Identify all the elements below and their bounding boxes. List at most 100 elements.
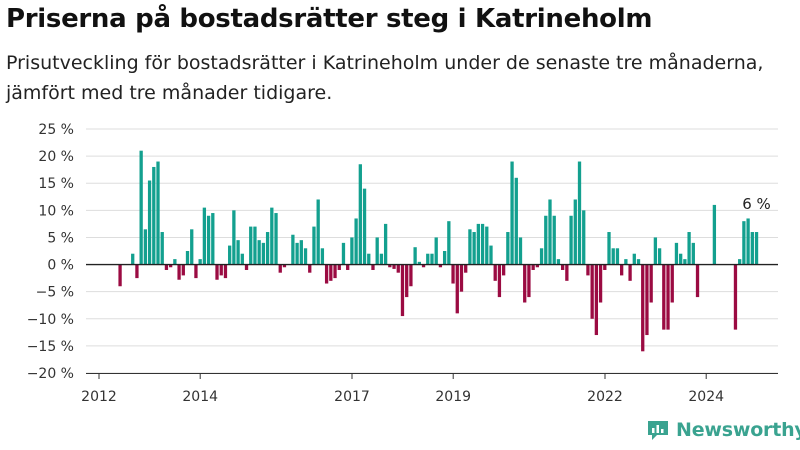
bar-positive — [198, 259, 202, 265]
bar-negative — [459, 264, 464, 292]
bar-positive — [202, 207, 207, 265]
bar-positive — [320, 248, 325, 265]
bar-negative — [215, 264, 219, 280]
bar-negative — [392, 264, 396, 269]
bar-positive — [350, 237, 354, 265]
bar-negative — [560, 264, 565, 270]
bar-positive — [485, 226, 489, 265]
bar-negative — [586, 264, 590, 276]
bar-negative — [337, 264, 341, 270]
bar-positive — [712, 204, 717, 265]
y-tick-label: −10 % — [27, 312, 74, 328]
y-tick-label: −5 % — [36, 285, 74, 301]
brand-logo: Newsworthy — [646, 418, 800, 442]
bar-positive — [653, 237, 658, 265]
bar-positive — [367, 253, 371, 265]
bar-positive — [299, 240, 303, 265]
bar-positive — [379, 253, 384, 265]
y-tick-label: −20 % — [27, 366, 74, 382]
bar-positive — [362, 188, 367, 265]
last-value-annotation: 6 % — [742, 195, 771, 213]
bar-chart-logo-icon — [648, 421, 668, 440]
x-axis: 2012 2014 2017 2019 2022 2024 — [81, 373, 778, 405]
bar-positive — [657, 248, 662, 265]
bar-positive — [615, 248, 620, 265]
bar-positive — [426, 253, 430, 265]
bar-negative — [278, 264, 282, 273]
x-tick-label: 2017 — [334, 389, 370, 405]
bar-negative — [371, 264, 375, 270]
bar-positive — [185, 251, 190, 265]
bar-positive — [160, 232, 164, 265]
x-tick-label: 2022 — [587, 389, 623, 405]
bar-positive — [674, 242, 679, 265]
bar-positive — [480, 223, 485, 265]
bar-positive — [249, 226, 253, 265]
bar-positive — [131, 253, 135, 265]
bar-negative — [282, 264, 287, 268]
bar-positive — [206, 215, 211, 265]
bar-negative — [645, 264, 649, 336]
y-tick-label: 10 % — [38, 203, 74, 219]
bar-positive — [472, 232, 476, 265]
bar-positive — [447, 221, 451, 265]
bar-positive — [152, 166, 156, 265]
chart-title: Priserna på bostadsrätter steg i Katrine… — [6, 4, 653, 34]
bar-negative — [388, 264, 392, 268]
bar-positive — [687, 232, 691, 265]
bar-positive — [624, 259, 628, 265]
bar-positive — [139, 150, 143, 265]
bar-positive — [476, 223, 480, 265]
bar-positive — [569, 215, 573, 265]
bar-negative — [603, 264, 607, 270]
bar-positive — [573, 199, 577, 265]
bar-negative — [662, 264, 666, 330]
bar-positive — [691, 242, 695, 265]
y-tick-label: 25 % — [38, 122, 74, 138]
brand-name: Newsworthy — [676, 419, 800, 441]
bar-positive — [468, 229, 472, 265]
bar-positive — [156, 161, 160, 265]
bar-positive — [274, 213, 278, 265]
bar-positive — [611, 248, 615, 265]
bar-negative — [396, 264, 400, 273]
bar-positive — [544, 215, 548, 265]
bar-positive — [552, 215, 556, 265]
y-tick-label: 20 % — [38, 149, 74, 165]
bar-negative — [181, 264, 185, 276]
bar-negative — [194, 264, 198, 279]
bar-positive — [316, 199, 320, 265]
bar-positive — [291, 234, 295, 265]
bar-negative — [590, 264, 594, 319]
bar-negative — [405, 264, 409, 298]
bar-negative — [329, 264, 333, 281]
grid-lines — [86, 128, 778, 374]
bar-positive — [228, 245, 232, 265]
bar-positive — [358, 164, 362, 265]
bar-positive — [510, 161, 514, 265]
bar-negative — [695, 264, 700, 298]
bar-negative — [497, 264, 502, 298]
bar-positive — [240, 253, 244, 265]
bar-positive — [632, 253, 636, 265]
bar-negative — [733, 264, 738, 330]
bar-negative — [177, 264, 181, 280]
bar-negative — [594, 264, 599, 336]
bar-positive — [375, 237, 379, 265]
bar-negative — [523, 264, 527, 303]
bar-positive — [679, 253, 683, 265]
bar-positive — [746, 218, 750, 265]
bar-positive — [257, 240, 261, 265]
bar-positive — [173, 259, 177, 265]
bar-positive — [253, 226, 257, 265]
bar-negative — [455, 264, 459, 314]
bar-positive — [417, 261, 421, 265]
bar-negative — [535, 264, 540, 268]
bar-negative — [421, 264, 426, 268]
bar-positive — [434, 237, 438, 265]
bar-positive — [489, 245, 493, 265]
bar-negative — [438, 264, 443, 268]
bar-positive — [147, 180, 152, 265]
bar-negative — [118, 264, 122, 287]
